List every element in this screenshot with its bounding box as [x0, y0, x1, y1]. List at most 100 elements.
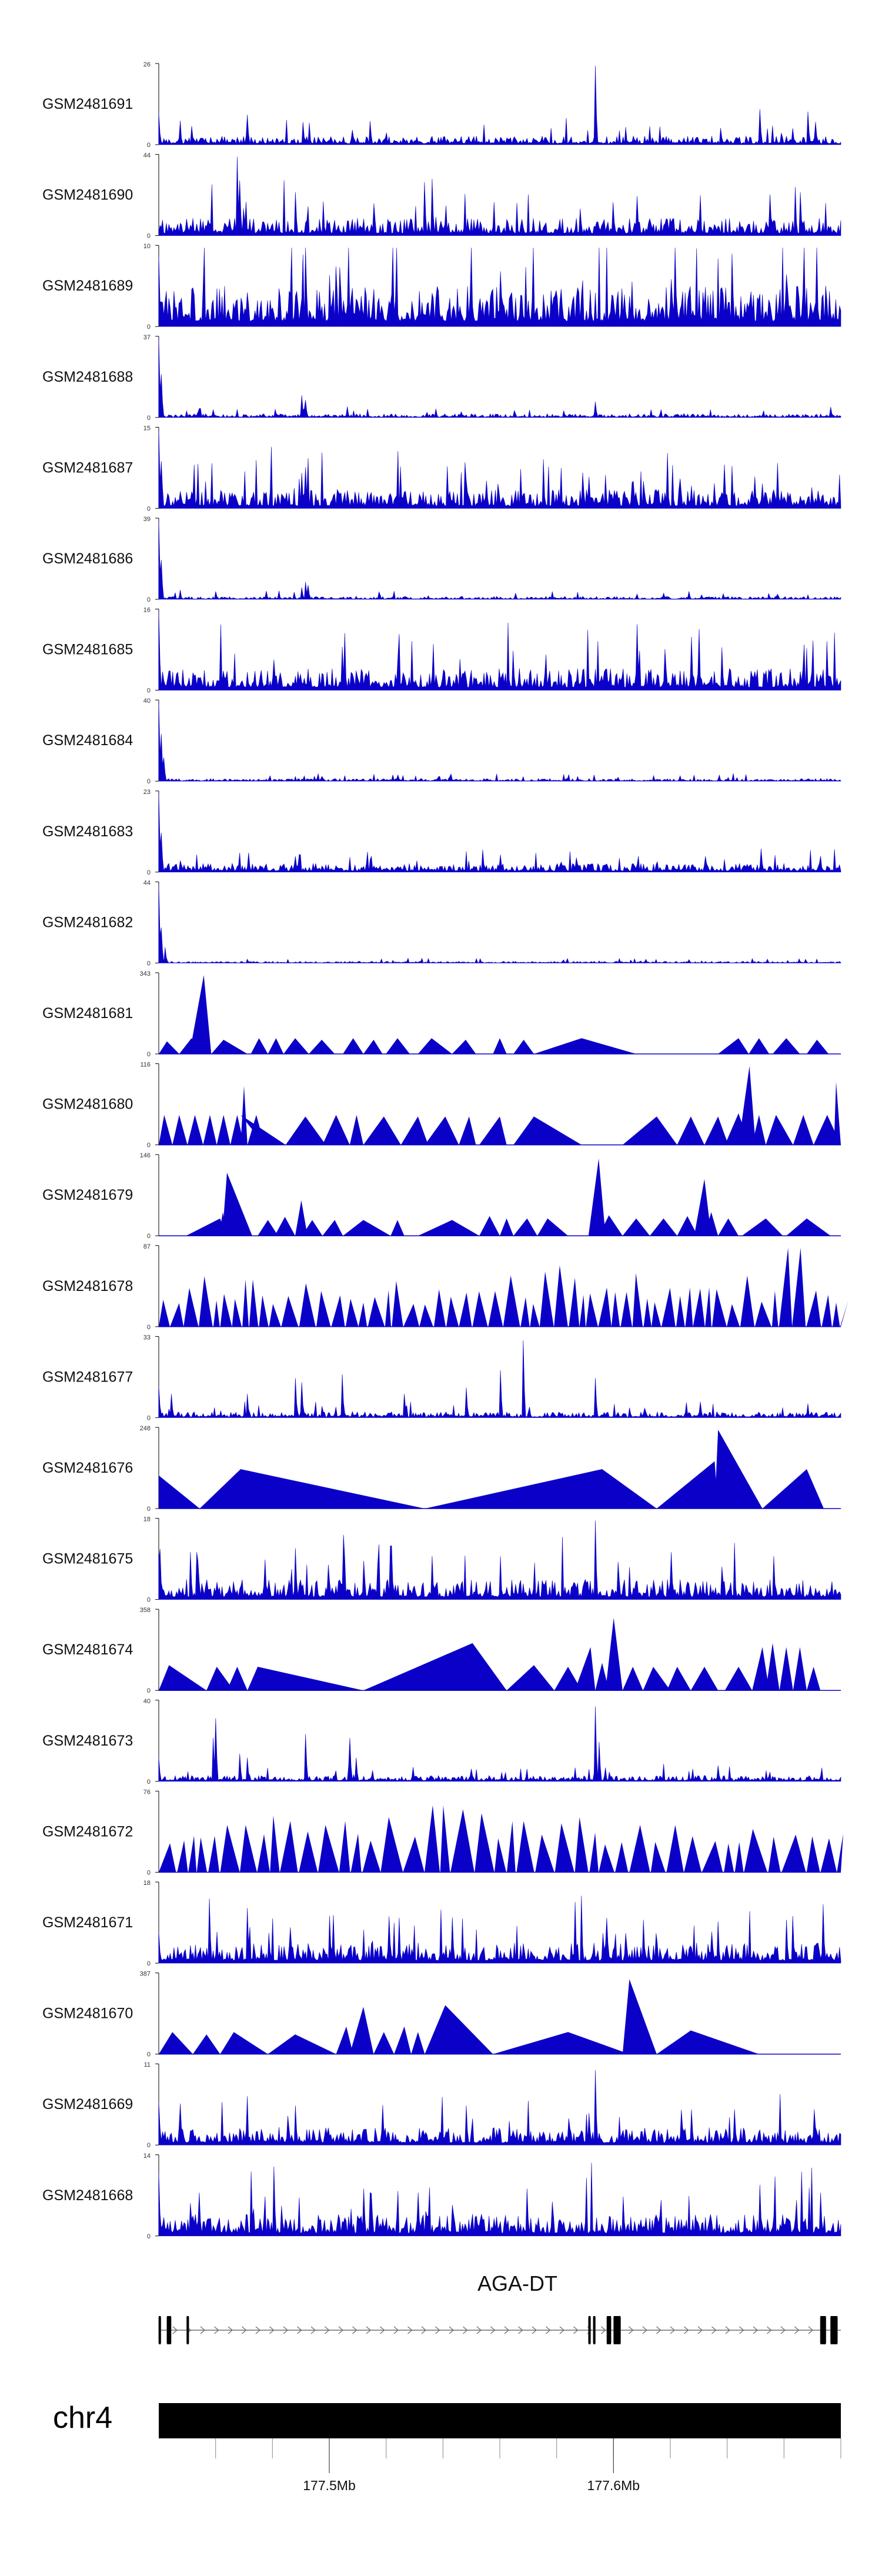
coverage-peak: [350, 1833, 362, 1873]
track-GSM2481686: GSM2481686 39 0: [42, 516, 841, 603]
track-label: GSM2481680: [42, 1096, 133, 1113]
track-label: GSM2481684: [42, 732, 133, 749]
y-max-label: 146: [140, 1152, 151, 1159]
y-min-label: 0: [147, 869, 151, 876]
y-max-label: 358: [140, 1607, 151, 1614]
peak-group: [159, 1617, 821, 1691]
coverage-peak: [196, 1837, 208, 1873]
coverage-peak: [187, 1115, 203, 1145]
coverage-peak: [159, 2032, 193, 2054]
strand-arrow: [255, 2326, 260, 2334]
coverage-peak: [240, 1086, 248, 1145]
coverage-peak: [425, 1116, 459, 1145]
track-GSM2481677: GSM2481677 33 0: [42, 1334, 841, 1422]
coverage-peak: [220, 2032, 268, 2054]
peak-group: [159, 1805, 843, 1873]
coverage-peak: [417, 1038, 452, 1054]
coverage-peak: [368, 1297, 385, 1327]
y-max-label: 44: [143, 879, 151, 886]
coverage-peak: [392, 1281, 403, 1327]
strand-arrow: [269, 2326, 275, 2334]
coverage-peak: [662, 1287, 676, 1327]
coverage-peak: [472, 1291, 488, 1327]
coverage-peak: [793, 1647, 807, 1691]
coverage-peak: [452, 1039, 476, 1054]
coverage-peak: [459, 1292, 472, 1327]
coverage-peak: [203, 1115, 217, 1145]
coverage-peak: [771, 1290, 779, 1327]
y-min-label: 0: [147, 233, 151, 240]
coverage-area: [158, 1896, 841, 1964]
peak-group: [186, 1158, 831, 1236]
coverage-peak: [513, 1218, 537, 1236]
coverage-peak: [690, 1667, 719, 1691]
coverage-peak: [193, 2034, 220, 2054]
coverage-peak: [434, 1289, 446, 1327]
y-min-label: 0: [147, 2051, 151, 2058]
coverage-peak: [322, 1115, 350, 1145]
coverage-peak: [684, 1836, 701, 1873]
strand-arrow: [490, 2326, 496, 2334]
position-label: 177.6Mb: [587, 2478, 640, 2493]
coverage-peak: [275, 1217, 295, 1236]
coverage-peak: [362, 1840, 381, 1873]
peak-group: [159, 975, 829, 1054]
coverage-peak: [740, 1275, 755, 1327]
coverage-peak: [280, 1821, 298, 1873]
y-min-label: 0: [147, 505, 151, 512]
coverage-peak: [840, 1300, 848, 1327]
y-max-label: 39: [143, 516, 151, 523]
track-label: GSM2481683: [42, 823, 133, 840]
coverage-peak: [752, 1647, 770, 1691]
coverage-peak: [247, 1667, 363, 1691]
coverage-peak: [270, 1815, 280, 1873]
coverage-peak: [159, 1041, 179, 1054]
track-GSM2481688: GSM2481688 37 0: [42, 334, 841, 422]
coverage-peak: [258, 1220, 278, 1236]
coverage-peak: [222, 1173, 252, 1236]
y-max-label: 248: [140, 1425, 151, 1432]
strand-arrow: [546, 2326, 551, 2334]
track-label: GSM2481687: [42, 459, 133, 476]
coverage-peak: [832, 1302, 840, 1327]
coverage-peak: [667, 1667, 691, 1691]
y-min-label: 0: [147, 142, 151, 149]
track-label: GSM2481677: [42, 1369, 133, 1385]
coverage-peak: [739, 1066, 756, 1145]
coverage-peak: [385, 1290, 391, 1327]
coverage-peak: [177, 1840, 188, 1873]
coverage-peak: [299, 1283, 316, 1327]
coverage-peak: [574, 1817, 589, 1873]
y-max-label: 37: [143, 334, 151, 341]
coverage-peak: [316, 1291, 331, 1327]
y-min-label: 0: [147, 688, 151, 695]
coverage-peak: [475, 1813, 495, 1873]
coverage-peak: [170, 1303, 184, 1327]
track-GSM2481675: GSM2481675 18 0: [42, 1516, 841, 1604]
coverage-peak: [459, 1116, 476, 1145]
coverage-peak: [599, 1844, 614, 1873]
coverage-peak: [302, 1220, 323, 1236]
coverage-peak: [622, 1979, 657, 2054]
coverage-peak: [188, 1836, 197, 1873]
strand-arrow: [697, 2326, 703, 2334]
y-max-label: 40: [143, 698, 151, 705]
coverage-peak: [493, 1038, 507, 1054]
coverage-peak: [537, 1218, 568, 1236]
coverage-peak: [643, 1299, 652, 1327]
coverage-peak: [554, 1823, 574, 1873]
track-label: GSM2481673: [42, 1733, 133, 1749]
coverage-peak: [250, 1038, 268, 1054]
strand-arrow: [297, 2326, 302, 2334]
coverage-peak: [232, 1299, 242, 1327]
coverage-peak: [516, 1821, 534, 1873]
strand-arrow: [449, 2326, 454, 2334]
coverage-peak: [599, 1215, 623, 1236]
coverage-peak: [216, 1115, 230, 1145]
coverage-peak: [403, 1836, 425, 1873]
track-GSM2481681: GSM2481681 343 0: [42, 970, 841, 1058]
y-max-label: 26: [143, 61, 151, 68]
coverage-peak: [425, 1469, 657, 1509]
coverage-area: [158, 884, 841, 963]
